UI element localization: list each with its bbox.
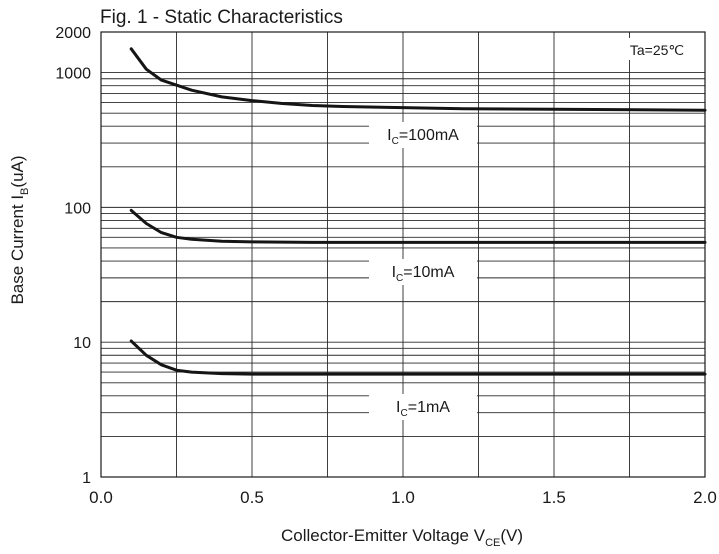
- ta-annotation-backdrop: [618, 38, 696, 60]
- x-tick-label: 2.0: [693, 488, 717, 507]
- y-tick-label: 10: [73, 335, 91, 352]
- y-tick-label: 2000: [55, 25, 91, 42]
- curve-label: IC=10mA: [392, 264, 455, 284]
- curve-labels: IC=100mA IC=10mA IC=1mA: [369, 122, 477, 420]
- curve-label: IC=1mA: [396, 399, 450, 419]
- chart-title: Fig. 1 - Static Characteristics: [100, 7, 343, 28]
- curve-label: IC=100mA: [387, 127, 459, 147]
- x-axis-label: Collector-Emitter Voltage VCE(V): [281, 526, 523, 549]
- ta-annotation-group: Ta=25℃: [618, 38, 696, 60]
- plot-frame: [100, 31, 706, 478]
- y-tick-label: 1: [82, 470, 91, 487]
- series-line: [129, 208, 707, 244]
- curve-label-backdrop: [369, 259, 477, 285]
- ta-annotation: Ta=25℃: [630, 42, 684, 58]
- series-line: [129, 339, 707, 376]
- y-axis-label: Base Current IB(uA): [8, 155, 31, 304]
- x-tick-label: 1.0: [391, 488, 415, 507]
- curve-label-backdrop: [369, 394, 477, 420]
- series-lines: [129, 47, 707, 376]
- x-tick-label: 0.5: [240, 488, 264, 507]
- x-tick-label: 1.5: [542, 488, 566, 507]
- tick-labels: 0.0 0.5 1.0 1.5 2.0 1 10 100 1000 2000: [55, 25, 716, 507]
- series-line: [129, 47, 707, 112]
- curve-label-backdrop: [369, 122, 477, 148]
- y-tick-label: 100: [64, 200, 91, 217]
- x-tick-label: 0.0: [89, 488, 113, 507]
- y-tick-label: 1000: [55, 66, 91, 83]
